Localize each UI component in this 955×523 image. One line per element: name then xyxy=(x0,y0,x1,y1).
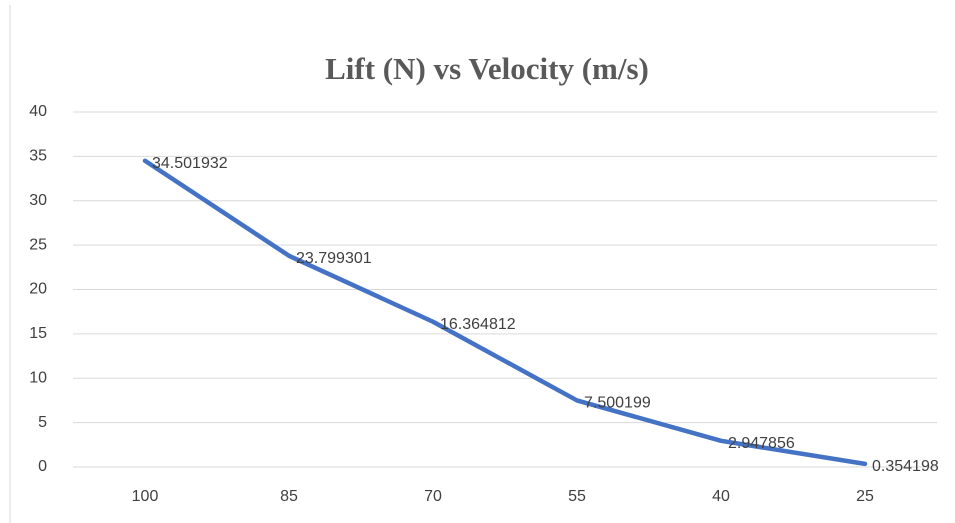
x-tick-label: 40 xyxy=(712,488,730,505)
data-label: 34.501932 xyxy=(152,155,228,172)
y-tick-label: 30 xyxy=(29,192,47,209)
x-tick-label: 25 xyxy=(856,488,874,505)
y-tick-label: 15 xyxy=(29,325,47,342)
chart-title: Lift (N) vs Velocity (m/s) xyxy=(325,51,649,86)
data-label: 16.364812 xyxy=(440,316,516,333)
y-tick-label: 20 xyxy=(29,281,47,298)
data-label: 23.799301 xyxy=(296,250,372,267)
data-label: 0.354198 xyxy=(872,458,939,475)
y-tick-label: 35 xyxy=(29,148,47,165)
x-tick-label: 100 xyxy=(132,488,159,505)
x-tick-label: 55 xyxy=(568,488,586,505)
data-label: 7.500199 xyxy=(584,395,651,412)
line-series xyxy=(142,158,868,467)
y-tick-label: 40 xyxy=(29,103,47,120)
x-tick-label: 70 xyxy=(424,488,442,505)
y-tick-label: 0 xyxy=(38,458,47,475)
data-label: 2.947856 xyxy=(728,435,795,452)
y-tick-label: 5 xyxy=(38,414,47,431)
x-tick-label: 85 xyxy=(280,488,298,505)
y-tick-label: 25 xyxy=(29,236,47,253)
y-tick-label: 10 xyxy=(29,369,47,386)
